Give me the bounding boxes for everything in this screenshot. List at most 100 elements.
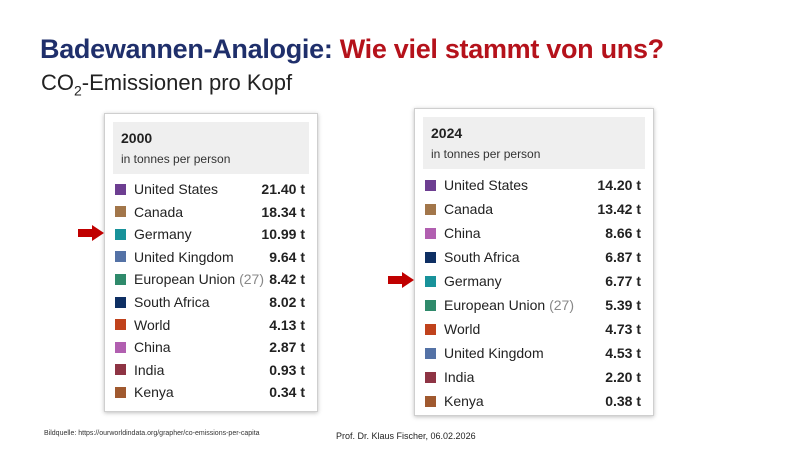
panel-2024: 2024 in tonnes per person United States 14.… bbox=[414, 108, 654, 416]
color-swatch bbox=[425, 395, 436, 407]
color-swatch bbox=[425, 299, 436, 311]
country-label: United Kingdom bbox=[444, 345, 544, 361]
emission-value: 21.40 t bbox=[261, 181, 305, 197]
legend-row: Kenya 0.34 t bbox=[115, 381, 305, 403]
color-swatch bbox=[115, 273, 126, 285]
legend-row: Germany 6.77 t bbox=[425, 270, 641, 292]
legend-row: Kenya 0.38 t bbox=[425, 390, 641, 412]
country-name: European Union (27) bbox=[134, 271, 269, 287]
legend-row: Canada 18.34 t bbox=[115, 201, 305, 223]
panel-2000: 2000 in tonnes per person United States 21.… bbox=[104, 113, 318, 412]
country-name: China bbox=[134, 339, 269, 355]
color-swatch bbox=[115, 319, 126, 331]
color-swatch bbox=[425, 203, 436, 215]
image-source: Bildquelle: https://ourworldindata.org/g… bbox=[44, 430, 260, 437]
panel-header: 2024 in tonnes per person bbox=[423, 117, 645, 169]
country-label: World bbox=[134, 316, 171, 333]
country-label: Germany bbox=[444, 273, 502, 289]
country-label: Kenya bbox=[444, 393, 484, 409]
emission-value: 13.42 t bbox=[597, 201, 641, 217]
legend-row: United States 14.20 t bbox=[425, 174, 641, 196]
color-swatch bbox=[425, 275, 436, 287]
country-label: South Africa bbox=[444, 249, 520, 265]
country-name: United States bbox=[134, 181, 261, 197]
country-name: European Union (27) bbox=[444, 297, 605, 313]
country-label: Canada bbox=[134, 203, 184, 220]
legend-row: South Africa 6.87 t bbox=[425, 246, 641, 268]
emission-value: 8.42 t bbox=[269, 271, 305, 288]
color-swatch bbox=[115, 341, 126, 353]
emission-value: 6.77 t bbox=[605, 273, 641, 289]
color-swatch bbox=[425, 179, 436, 191]
emission-value: 10.99 t bbox=[261, 226, 305, 243]
member-count: (27) bbox=[239, 271, 264, 288]
title-part1: Badewannen-Analogie: bbox=[40, 34, 333, 64]
country-name: Canada bbox=[134, 204, 261, 220]
legend-row: United States 21.40 t bbox=[115, 178, 305, 200]
country-label: Kenya bbox=[134, 384, 174, 401]
country-label: World bbox=[444, 321, 481, 337]
country-label: European Union bbox=[134, 271, 236, 288]
emission-value: 0.38 t bbox=[605, 393, 641, 409]
color-swatch bbox=[425, 323, 436, 335]
red-arrow-icon bbox=[388, 272, 414, 288]
country-name: Germany bbox=[444, 273, 605, 289]
country-label: United States bbox=[444, 177, 529, 193]
country-name: Canada bbox=[444, 201, 597, 217]
legend-row: European Union (27) 5.39 t bbox=[425, 294, 641, 316]
legend-row: South Africa 8.02 t bbox=[115, 291, 305, 313]
country-label: China bbox=[134, 339, 171, 356]
emission-value: 6.87 t bbox=[605, 249, 641, 265]
panel-year: 2000 bbox=[121, 130, 153, 146]
emission-value: 5.39 t bbox=[605, 297, 641, 313]
subtitle-sub: 2 bbox=[74, 82, 82, 99]
country-name: United Kingdom bbox=[134, 249, 269, 265]
legend-row: World 4.13 t bbox=[115, 314, 305, 336]
legend-row: India 0.93 t bbox=[115, 359, 305, 381]
country-name: United Kingdom bbox=[444, 345, 605, 361]
emission-value: 4.53 t bbox=[605, 345, 641, 361]
emission-value: 8.02 t bbox=[269, 294, 305, 310]
country-label: United Kingdom bbox=[134, 248, 234, 265]
country-name: Kenya bbox=[134, 384, 269, 400]
color-swatch bbox=[115, 364, 126, 376]
legend-row: China 8.66 t bbox=[425, 222, 641, 244]
legend-row: China 2.87 t bbox=[115, 336, 305, 358]
country-label: India bbox=[134, 361, 165, 378]
country-label: India bbox=[444, 369, 475, 385]
red-arrow-icon bbox=[78, 225, 104, 242]
color-swatch bbox=[115, 296, 126, 308]
country-name: Kenya bbox=[444, 393, 605, 409]
subtitle-post: -Emissionen pro Kopf bbox=[81, 70, 293, 95]
color-swatch bbox=[115, 386, 126, 398]
emission-value: 4.13 t bbox=[269, 316, 305, 333]
legend-row: United Kingdom 9.64 t bbox=[115, 246, 305, 268]
color-swatch bbox=[115, 228, 126, 240]
emission-value: 18.34 t bbox=[261, 203, 305, 220]
panel-unit: in tonnes per person bbox=[121, 152, 231, 166]
country-label: Canada bbox=[444, 201, 494, 217]
country-name: South Africa bbox=[134, 294, 269, 310]
author-date: Prof. Dr. Klaus Fischer, 06.02.2026 bbox=[336, 431, 476, 441]
emission-value: 2.20 t bbox=[605, 369, 641, 385]
country-name: India bbox=[444, 369, 605, 385]
color-swatch bbox=[115, 183, 126, 195]
slide-subtitle: CO2-Emissionen pro Kopf bbox=[41, 70, 292, 98]
emission-value: 0.93 t bbox=[269, 361, 305, 378]
country-name: World bbox=[444, 321, 605, 337]
country-label: China bbox=[444, 225, 481, 241]
country-name: World bbox=[134, 317, 269, 333]
emission-value: 9.64 t bbox=[269, 248, 305, 265]
color-swatch bbox=[425, 227, 436, 239]
color-swatch bbox=[425, 251, 436, 263]
legend-row: Canada 13.42 t bbox=[425, 198, 641, 220]
subtitle-pre: CO bbox=[41, 70, 74, 95]
emission-value: 4.73 t bbox=[605, 321, 641, 337]
title-part2: Wie viel stammt von uns? bbox=[339, 34, 664, 64]
country-name: United States bbox=[444, 177, 597, 193]
panel-unit: in tonnes per person bbox=[431, 147, 541, 161]
color-swatch bbox=[425, 347, 436, 359]
legend-row: India 2.20 t bbox=[425, 366, 641, 388]
emission-value: 2.87 t bbox=[269, 339, 305, 356]
legend-row: European Union (27) 8.42 t bbox=[115, 268, 305, 290]
